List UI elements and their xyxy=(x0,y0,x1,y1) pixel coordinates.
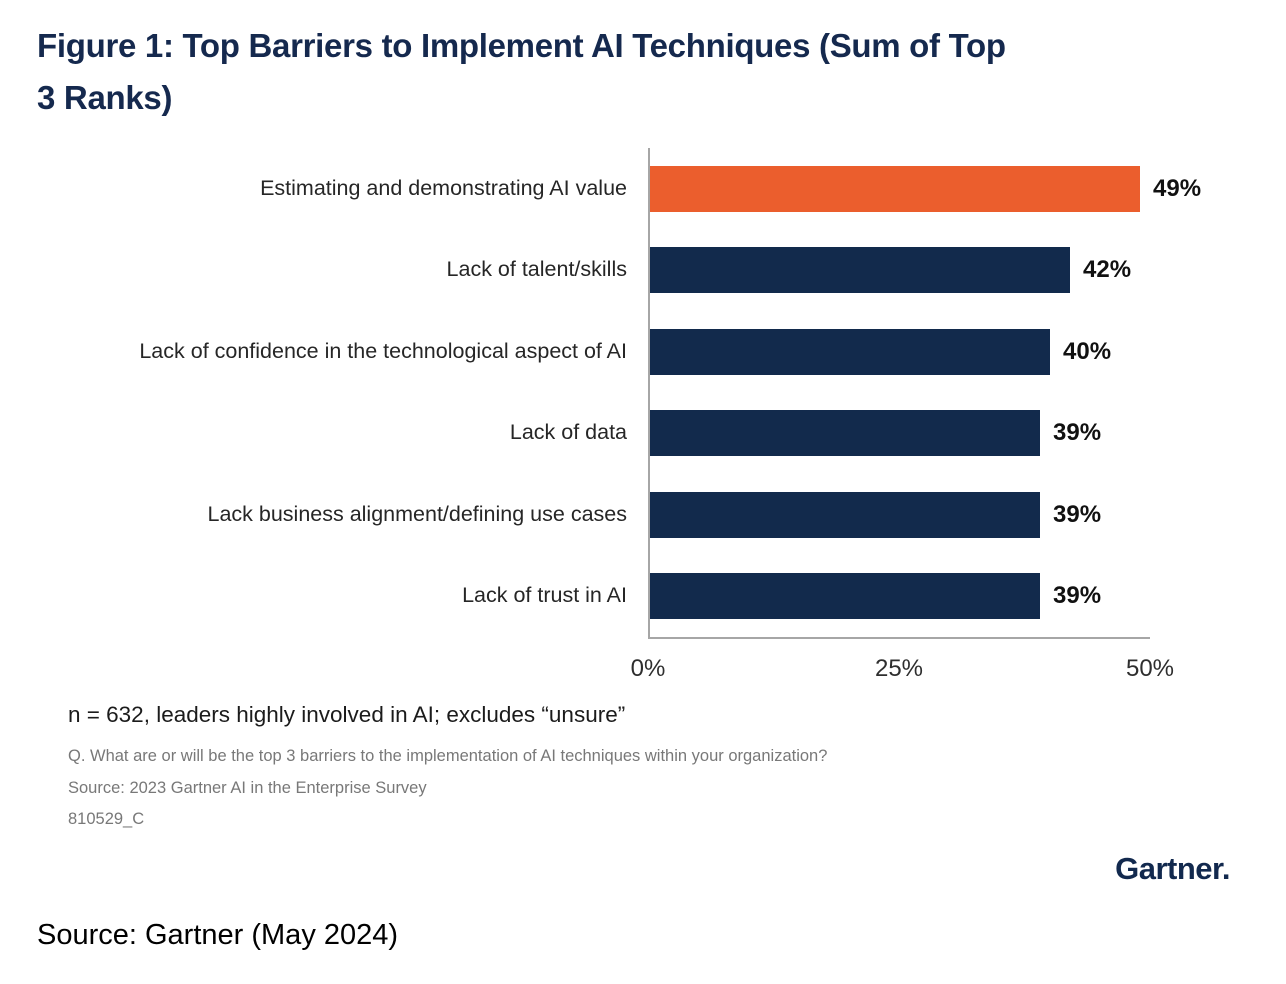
bar-row: 40% xyxy=(650,311,1150,393)
x-axis-tick: 0% xyxy=(630,655,666,682)
labels-column: Estimating and demonstrating AI value La… xyxy=(40,148,648,637)
bar xyxy=(650,165,1140,212)
doc-id-note: 810529_C xyxy=(68,810,145,829)
bar-value-label: 42% xyxy=(1083,256,1132,284)
bar-row: 49% xyxy=(650,148,1201,230)
bar-value-label: 39% xyxy=(1053,419,1102,447)
bar-value-label: 39% xyxy=(1053,582,1102,610)
bar xyxy=(650,573,1040,620)
bar-chart: Estimating and demonstrating AI value La… xyxy=(40,148,1201,687)
bar-category-label: Lack business alignment/defining use cas… xyxy=(207,501,627,526)
sample-note: n = 632, leaders highly involved in AI; … xyxy=(68,702,626,727)
figure-title-line2: 3 Ranks) xyxy=(37,79,173,116)
page-source-line: Source: Gartner (May 2024) xyxy=(37,919,399,951)
gartner-logo-text: Gartner xyxy=(1115,851,1222,886)
bar-row: 39% xyxy=(650,556,1150,638)
bar-category-label: Lack of data xyxy=(509,420,627,445)
x-axis-ticks: 0% 25% 50% xyxy=(631,639,1174,687)
footnotes: n = 632, leaders highly involved in AI; … xyxy=(68,702,968,841)
bar-row: 39% xyxy=(650,393,1150,475)
bar-value-label: 49% xyxy=(1153,174,1202,202)
x-axis-tick: 25% xyxy=(874,655,924,682)
bar xyxy=(650,491,1040,538)
bar-category-label: Estimating and demonstrating AI value xyxy=(260,175,627,200)
plot-area: 49% 42% 40% 39% 39% 39% xyxy=(648,148,1201,639)
gartner-logo-mark: . xyxy=(1221,851,1231,886)
bar-row: 39% xyxy=(650,474,1150,556)
x-axis-tick: 50% xyxy=(1125,655,1175,682)
bar-value-label: 39% xyxy=(1053,500,1102,528)
bar-value-label: 40% xyxy=(1063,337,1112,365)
plot-wrap: 49% 42% 40% 39% 39% 39% 0% 25% 50% xyxy=(631,148,1201,687)
gartner-logo: Gartner. xyxy=(1115,851,1230,887)
bar-category-label: Lack of talent/skills xyxy=(446,257,627,282)
bar-category-label: Lack of trust in AI xyxy=(462,583,627,608)
question-note: Q. What are or will be the top 3 barrier… xyxy=(68,747,828,765)
bar xyxy=(650,247,1070,294)
bar xyxy=(650,328,1050,375)
bar xyxy=(650,410,1040,457)
figure-title: Figure 1: Top Barriers to Implement AI T… xyxy=(37,20,1247,124)
figure-title-line1: Figure 1: Top Barriers to Implement AI T… xyxy=(37,27,1006,64)
bar-row: 42% xyxy=(650,230,1150,312)
bar-category-label: Lack of confidence in the technological … xyxy=(139,338,627,363)
survey-source-note: Source: 2023 Gartner AI in the Enterpris… xyxy=(68,778,427,797)
